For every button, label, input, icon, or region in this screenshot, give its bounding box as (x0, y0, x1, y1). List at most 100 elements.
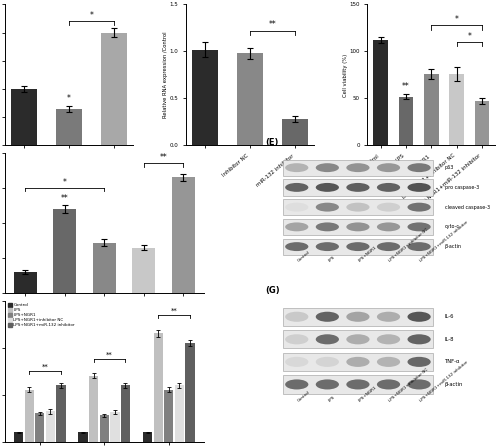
Ellipse shape (377, 334, 400, 344)
Bar (143, 432, 152, 442)
Ellipse shape (408, 223, 430, 231)
Text: LPS+NGR1+miR-132 inhibitor: LPS+NGR1+miR-132 inhibitor (419, 359, 469, 402)
Ellipse shape (377, 312, 400, 322)
Ellipse shape (377, 357, 400, 367)
Ellipse shape (285, 223, 308, 231)
Text: IL-8: IL-8 (445, 337, 454, 342)
Text: cyto-c: cyto-c (445, 224, 460, 229)
Bar (89, 376, 99, 442)
Bar (283, 239, 432, 255)
Text: **: ** (268, 21, 276, 29)
Ellipse shape (377, 202, 400, 211)
Ellipse shape (346, 357, 370, 367)
Bar (474, 101, 489, 145)
Ellipse shape (285, 183, 308, 192)
Text: LPS+NGR1+inhibitor NC: LPS+NGR1+inhibitor NC (388, 367, 430, 402)
Ellipse shape (377, 163, 400, 172)
Ellipse shape (408, 202, 430, 211)
Ellipse shape (285, 312, 308, 322)
Text: *: * (454, 15, 458, 24)
Bar (100, 415, 109, 442)
Ellipse shape (285, 357, 308, 367)
Bar (174, 385, 184, 442)
Bar (132, 248, 155, 293)
Ellipse shape (316, 380, 339, 389)
Bar (100, 33, 127, 145)
Ellipse shape (346, 242, 370, 251)
Bar (14, 273, 37, 293)
Ellipse shape (346, 163, 370, 172)
Ellipse shape (346, 380, 370, 389)
Ellipse shape (377, 183, 400, 192)
Y-axis label: Relative RNA expression /Control: Relative RNA expression /Control (164, 32, 168, 118)
Bar (172, 177, 194, 293)
Ellipse shape (408, 334, 430, 344)
Text: *: * (67, 94, 70, 103)
Text: LPS+NGR1+miR-132 inhibitor: LPS+NGR1+miR-132 inhibitor (419, 220, 469, 263)
Legend: Control, LPS, LPS+NGR1, LPS+NGR1+inhibitor NC, LPS+NGR1+miR-132 inhibitor: Control, LPS, LPS+NGR1, LPS+NGR1+inhibit… (7, 303, 75, 328)
Ellipse shape (408, 380, 430, 389)
Text: pro caspase-3: pro caspase-3 (445, 185, 479, 190)
Ellipse shape (408, 242, 430, 251)
Ellipse shape (316, 242, 339, 251)
Ellipse shape (316, 223, 339, 231)
Bar (283, 308, 432, 326)
Ellipse shape (346, 223, 370, 231)
Text: β-actin: β-actin (445, 382, 463, 387)
Bar (56, 109, 82, 145)
Bar (192, 50, 218, 145)
Bar (78, 432, 88, 442)
Bar (46, 412, 55, 442)
Text: (E): (E) (266, 138, 279, 148)
Text: cleaved caspase-3: cleaved caspase-3 (445, 205, 490, 210)
Bar (424, 74, 438, 145)
Text: **: ** (106, 352, 113, 358)
Text: IL-6: IL-6 (445, 314, 454, 319)
Ellipse shape (285, 380, 308, 389)
Text: **: ** (160, 153, 168, 162)
Bar (283, 353, 432, 371)
Text: Control: Control (297, 390, 310, 402)
Ellipse shape (408, 357, 430, 367)
Ellipse shape (377, 223, 400, 231)
Ellipse shape (285, 242, 308, 251)
Ellipse shape (408, 312, 430, 322)
Text: TNF-α: TNF-α (445, 359, 460, 364)
Bar (164, 390, 173, 442)
Text: LPS+NGR1: LPS+NGR1 (358, 385, 378, 402)
Ellipse shape (377, 380, 400, 389)
Bar (283, 330, 432, 348)
Y-axis label: Cell viability (%): Cell viability (%) (343, 54, 348, 97)
Text: **: ** (61, 194, 68, 202)
Bar (449, 74, 464, 145)
Bar (154, 334, 163, 442)
Text: LPS+NGR1+inhibitor NC: LPS+NGR1+inhibitor NC (388, 227, 430, 263)
Text: **: ** (402, 82, 409, 91)
Ellipse shape (285, 202, 308, 211)
Ellipse shape (346, 202, 370, 211)
Bar (93, 243, 116, 293)
Ellipse shape (285, 334, 308, 344)
Text: p63: p63 (445, 165, 454, 170)
Text: *: * (63, 178, 67, 187)
Ellipse shape (408, 163, 430, 172)
Bar (54, 209, 76, 293)
Bar (283, 160, 432, 176)
Bar (11, 89, 37, 145)
Bar (186, 343, 194, 442)
Ellipse shape (316, 163, 339, 172)
Ellipse shape (316, 202, 339, 211)
Text: LPS+NGR1: LPS+NGR1 (358, 245, 378, 263)
Bar (35, 413, 44, 442)
Bar (283, 375, 432, 394)
Bar (110, 413, 120, 442)
Bar (56, 385, 66, 442)
Bar (283, 219, 432, 235)
Bar (398, 97, 413, 145)
Text: Control: Control (297, 250, 310, 263)
Ellipse shape (316, 357, 339, 367)
Text: β-actin: β-actin (445, 244, 462, 249)
Bar (373, 40, 388, 145)
Bar (121, 385, 130, 442)
Ellipse shape (346, 183, 370, 192)
